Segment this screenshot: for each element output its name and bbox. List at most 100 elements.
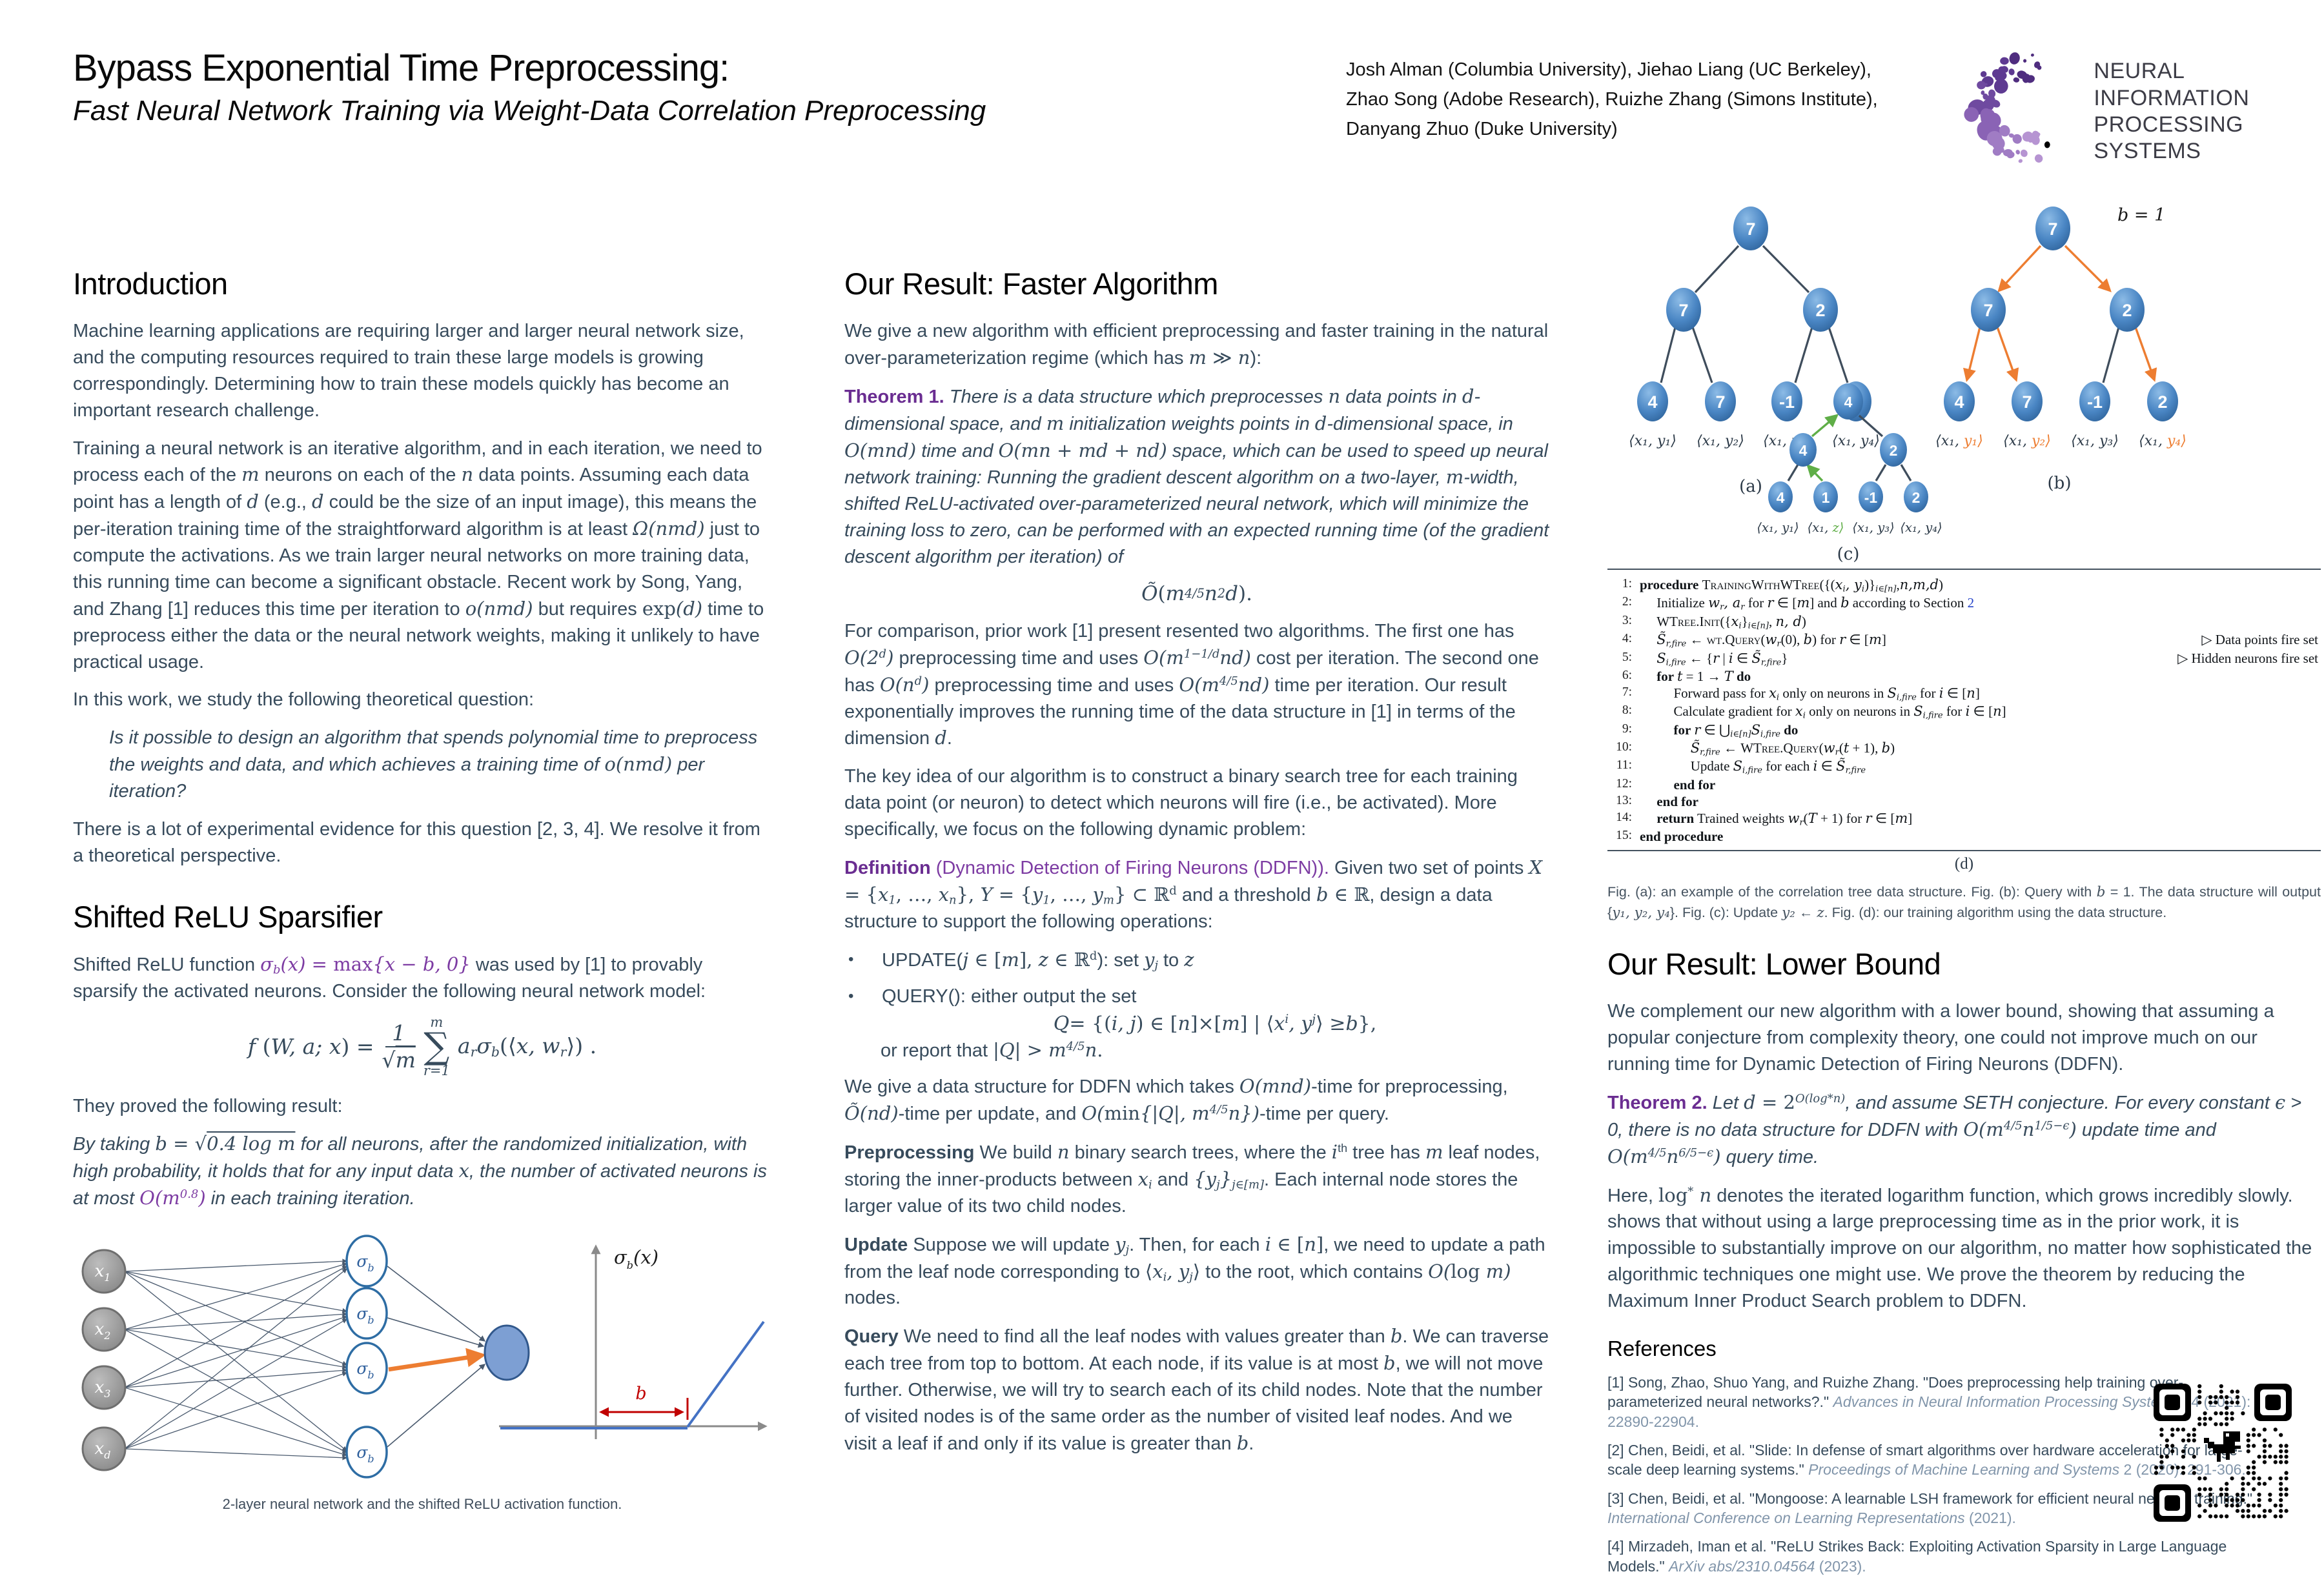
lower-paragraph-1: We complement our new algorithm with a l… (1607, 1001, 2274, 1075)
relu-paragraph-1: Shifted ReLU function σb(x) = max{x − b,… (73, 953, 706, 1002)
svg-text:4: 4 (1844, 394, 1853, 410)
svg-text:x2: x2 (95, 1320, 111, 1342)
intro-paragraph-4: There is a lot of experimental evidence … (73, 818, 760, 866)
author-line: Zhao Song (Adobe Research), Ruizhe Zhang… (1346, 88, 1878, 110)
neurips-logo: NEURAL INFORMATION PROCESSING SYSTEMS (1951, 31, 2324, 192)
tree-node (2147, 381, 2178, 421)
tree-c: 4 4 2 4 1 -1 2 ⟨x₁, y₁⟩ ⟨x₁, z⟩ ⟨x₁, y₃⟩… (1757, 383, 1942, 564)
svg-text:-1: -1 (1779, 392, 1795, 412)
tree-node (1666, 288, 1701, 332)
svg-text:b = 1: b = 1 (2117, 205, 2165, 225)
author-line: Josh Alman (Columbia University), Jiehao… (1346, 59, 1871, 80)
input-hidden-edges (124, 1258, 348, 1460)
hidden-nodes: σb σb σb σb (345, 1235, 388, 1479)
tree-node (1904, 481, 1928, 512)
bullet-icon: • (848, 950, 854, 968)
lower-paragraph-2: Here, log* n denotes the iterated logari… (1607, 1184, 2312, 1312)
svg-text:-1: -1 (1864, 489, 1878, 506)
svg-text:⟨x₁, y₄⟩: ⟨x₁, y₄⟩ (2139, 433, 2186, 449)
tree-node (2079, 381, 2110, 421)
intro-paragraph-2: Training a neural network is an iterativ… (73, 438, 764, 672)
svg-text:4: 4 (1777, 489, 1785, 506)
ddfn-definition: Definition (Dynamic Detection of Firing … (844, 856, 1543, 932)
svg-text:⟨x₁, y₁⟩: ⟨x₁, y₁⟩ (1629, 433, 1677, 449)
reference-3: [3] Chen, Beidi, et al. "Mongoose: A lea… (1607, 1489, 2253, 1527)
tree-node (2110, 288, 2145, 332)
intro-paragraph-1: Machine learning applications are requir… (73, 321, 744, 421)
svg-text:⟨x₁, y₂⟩: ⟨x₁, y₂⟩ (1697, 433, 1744, 449)
input-nodes: x1 x2 x3 xd (81, 1249, 127, 1471)
svg-text:σb: σb (356, 1304, 374, 1326)
svg-text:⟨x₁, y₄⟩: ⟨x₁, y₄⟩ (1832, 433, 1880, 449)
tree-node (1789, 433, 1817, 467)
tree-node (2035, 207, 2070, 250)
neurips-logo-text: NEURAL INFORMATION PROCESSING SYSTEMS (2094, 59, 2250, 164)
tree-node (1880, 433, 1907, 467)
tree-node (1768, 481, 1793, 512)
poster-title: Bypass Exponential Time Preprocessing: (73, 47, 729, 89)
tree-node (1733, 207, 1768, 250)
svg-text:4: 4 (1799, 442, 1808, 459)
bullet-icon: • (848, 987, 854, 1005)
author-line: Danyang Zhuo (Duke University) (1346, 118, 1618, 139)
tree-node (1803, 288, 1838, 332)
preprocessing-paragraph: Preprocessing We build n binary search t… (844, 1141, 1540, 1217)
svg-text:⟨x₁, y₃⟩: ⟨x₁, y₃⟩ (1852, 520, 1894, 535)
output-node (484, 1324, 530, 1381)
relu-paragraph-2: They proved the following result: (73, 1095, 343, 1116)
tree-node (2012, 381, 2043, 421)
summation: m ∑ r=1 (423, 1015, 450, 1078)
query-set-equation: Q = {(i, j) ∈ [n]×[m] | ⟨ x i, y j ⟩ ≥ b}, (1053, 1013, 1377, 1036)
faster-paragraph-1: We give a new algorithm with efficient p… (844, 321, 1549, 368)
tree-node (1944, 381, 1975, 421)
svg-text:x1: x1 (95, 1262, 111, 1284)
references-heading: References (1607, 1336, 1717, 1360)
svg-text:σb: σb (356, 1443, 374, 1465)
svg-text:(a): (a) (1739, 477, 1762, 496)
svg-text:2: 2 (1890, 442, 1898, 459)
tree-node (1813, 481, 1838, 512)
update-bullet: • UPDATE(j ∈ [m], z ∈ ℝd): set yj to z (848, 947, 1549, 974)
network-model-equation: f (W, a; x) = 1 √m m ∑ r=1 arσb(⟨x, wr⟩)… (247, 1015, 597, 1078)
relu-plot: b σb(x) (499, 1244, 768, 1440)
svg-text:x3: x3 (95, 1378, 111, 1400)
svg-text:b: b (635, 1384, 646, 1404)
tree-node (1859, 481, 1883, 512)
theorem-1-runtime-equation: Õ(m 4/5 n 2 d). (1141, 581, 1252, 605)
svg-text:7: 7 (1715, 392, 1725, 412)
tree-node (1771, 381, 1802, 421)
theorem-1: Theorem 1. There is a data structure whi… (844, 385, 1549, 567)
hidden-output-edges (387, 1266, 486, 1448)
column-faster-algorithm: Our Result: Faster Algorithm We give a n… (844, 266, 1549, 1469)
authors-block: Josh Alman (Columbia University), Jiehao… (1346, 56, 1878, 144)
svg-text:(b): (b) (2048, 474, 2072, 493)
fraction: 1 √m (382, 1020, 416, 1073)
intro-paragraph-3: In this work, we study the following the… (73, 689, 535, 711)
svg-text:⟨x₁, y₁⟩: ⟨x₁, y₁⟩ (1935, 433, 1983, 449)
update-paragraph: Update Suppose we will update yj. Then, … (844, 1233, 1545, 1309)
svg-text:1: 1 (1822, 489, 1830, 506)
svg-text:4: 4 (1647, 392, 1657, 412)
svg-text:7: 7 (1746, 219, 1755, 239)
svg-text:2: 2 (2157, 392, 2167, 412)
relu-result: By taking b = √0.4 log m for all neurons… (73, 1133, 767, 1209)
tree-a: 7 7 2 4 7 -1 2 ⟨x₁, y₁⟩ ⟨x₁, y₂⟩ ⟨x₁, y₃… (1629, 207, 1880, 496)
svg-text:4: 4 (1954, 392, 1964, 412)
svg-text:σb(x): σb(x) (614, 1246, 658, 1271)
svg-text:-1: -1 (2087, 392, 2103, 412)
tree-node (1705, 381, 1736, 421)
svg-text:⟨x₁, y₂⟩: ⟨x₁, y₂⟩ (2003, 433, 2051, 449)
ddfn-result-paragraph: We give a data structure for DDFN which … (844, 1075, 1508, 1125)
svg-text:⟨x₁, y₄⟩: ⟨x₁, y₄⟩ (1900, 520, 1942, 535)
tree-node (1971, 288, 2006, 332)
svg-text:σb: σb (356, 1252, 374, 1274)
reference-1: [1] Song, Zhao, Shuo Yang, and Ruizhe Zh… (1607, 1373, 2250, 1430)
svg-text:2: 2 (1912, 489, 1921, 506)
query-bullet-tail: or report that |Q| > m4/5n. (881, 1039, 1103, 1062)
correlation-tree-figures: 7 7 2 4 7 -1 2 ⟨x₁, y₁⟩ ⟨x₁, y₂⟩ ⟨x₁, y₃… (1629, 205, 2186, 564)
svg-text:⟨x₁, y₁⟩: ⟨x₁, y₁⟩ (1757, 520, 1799, 535)
reference-4: [4] Mirzadeh, Iman et al. "ReLU Strikes … (1607, 1538, 2227, 1575)
algorithm-caption: (d) (1954, 855, 1974, 873)
column-right: 7 7 2 4 7 -1 2 ⟨x₁, y₁⟩ ⟨x₁, y₂⟩ ⟨x₁, y₃… (1607, 188, 2321, 1585)
faster-heading: Our Result: Faster Algorithm (844, 267, 1218, 301)
